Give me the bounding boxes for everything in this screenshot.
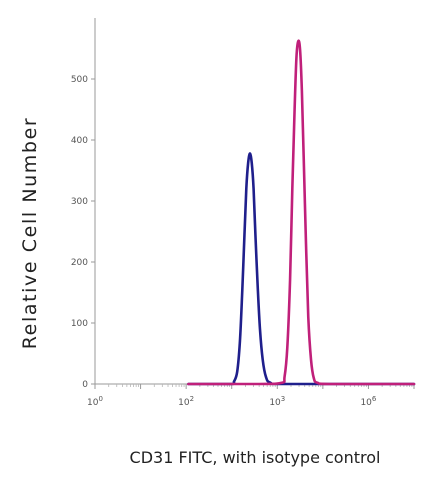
x-axis-label: CD31 FITC, with isotype control (130, 448, 381, 467)
x-tick-label: 100 (87, 395, 103, 408)
x-tick-label: 103 (269, 395, 285, 408)
x-tick-label: 106 (360, 395, 376, 408)
y-tick-label: 300 (71, 197, 88, 207)
x-tick-label: 102 (178, 395, 194, 408)
x-axis-ticks: 100 102 103 106 (87, 384, 415, 408)
y-axis-ticks: 0 100 200 300 400 500 (71, 75, 95, 390)
y-axis-label: Relative Cell Number (19, 117, 41, 350)
y-tick-label: 400 (71, 136, 88, 146)
isotype-control-curve (187, 152, 416, 386)
y-tick-label: 500 (71, 75, 88, 85)
y-tick-label: 100 (71, 319, 88, 329)
cd31-fitc-curve (187, 39, 416, 386)
y-tick-label: 0 (82, 380, 88, 390)
histogram-series (187, 39, 416, 386)
y-tick-label: 200 (71, 258, 88, 268)
